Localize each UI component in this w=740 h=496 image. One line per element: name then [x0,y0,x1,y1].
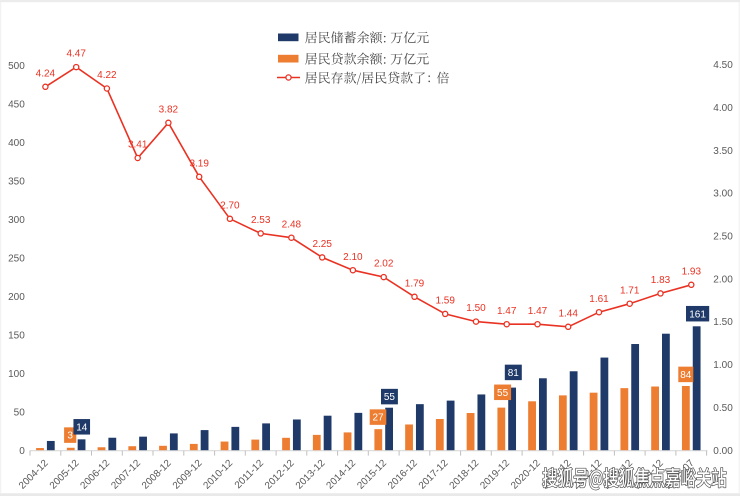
svg-text:2.50: 2.50 [713,232,733,243]
svg-text:55: 55 [384,392,396,403]
svg-text:2.53: 2.53 [251,215,271,226]
svg-text:350: 350 [8,176,25,187]
svg-text:50: 50 [14,407,26,418]
svg-text:4.24: 4.24 [36,68,56,79]
svg-text:1.71: 1.71 [620,285,640,296]
svg-text:1.47: 1.47 [497,306,517,317]
svg-text:1.93: 1.93 [682,266,702,277]
svg-text:3.41: 3.41 [128,140,148,151]
svg-text:4.50: 4.50 [713,60,733,71]
svg-text:161: 161 [689,309,706,320]
svg-text:1.50: 1.50 [466,303,486,314]
svg-text:150: 150 [8,330,25,341]
svg-text:3.50: 3.50 [713,146,733,157]
svg-text:2.10: 2.10 [343,252,363,263]
svg-text:100: 100 [8,369,25,380]
svg-text:250: 250 [8,253,25,264]
svg-text:0.50: 0.50 [713,403,733,414]
svg-text:4.00: 4.00 [713,103,733,114]
svg-text:4.22: 4.22 [97,70,117,81]
svg-text:55: 55 [497,388,509,399]
svg-text:1.59: 1.59 [435,296,455,307]
svg-text:1.79: 1.79 [405,278,425,289]
svg-text:3.19: 3.19 [189,158,209,169]
svg-text:3.00: 3.00 [713,189,733,200]
svg-text:2.00: 2.00 [713,274,733,285]
svg-text:500: 500 [8,61,25,72]
svg-text:400: 400 [8,138,25,149]
svg-text:450: 450 [8,99,25,110]
svg-text:2.02: 2.02 [374,259,394,270]
svg-text:2.48: 2.48 [282,219,302,230]
svg-text:1.00: 1.00 [713,360,733,371]
svg-text:2.70: 2.70 [220,200,240,211]
svg-text:200: 200 [8,292,25,303]
svg-text:3: 3 [67,431,73,442]
svg-text:2.25: 2.25 [312,239,332,250]
svg-text:27: 27 [372,413,384,424]
svg-text:1.44: 1.44 [558,308,578,319]
svg-text:300: 300 [8,215,25,226]
svg-text:1.47: 1.47 [528,306,548,317]
svg-text:3.82: 3.82 [159,104,179,115]
svg-text:1.83: 1.83 [651,275,671,286]
svg-text:1.61: 1.61 [589,294,609,305]
svg-text:0.00: 0.00 [713,446,733,457]
svg-text:81: 81 [508,368,520,379]
svg-text:1.50: 1.50 [713,317,733,328]
svg-text:4.47: 4.47 [66,49,86,60]
svg-text:0: 0 [19,446,25,457]
svg-text:14: 14 [76,422,88,433]
svg-text:84: 84 [680,370,692,381]
